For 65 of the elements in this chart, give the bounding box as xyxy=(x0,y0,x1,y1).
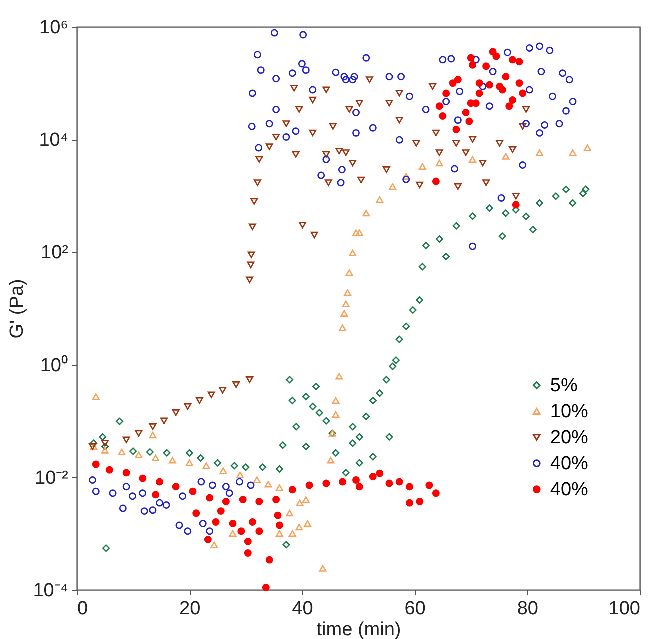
legend-label: 5% xyxy=(550,376,578,397)
point xyxy=(342,300,350,308)
point xyxy=(118,448,126,456)
point xyxy=(339,324,346,332)
y-tick-label: 10² xyxy=(41,242,68,264)
point xyxy=(152,454,160,462)
point xyxy=(536,150,544,156)
point xyxy=(346,270,354,276)
legend-label: 10% xyxy=(550,402,589,423)
point xyxy=(220,468,228,474)
point xyxy=(344,289,352,296)
y-tick-label: 10⁶ xyxy=(40,18,68,38)
x-tick-label: 20 xyxy=(180,598,201,620)
point xyxy=(469,156,477,163)
point xyxy=(202,462,210,470)
y-tick-label: 10⁰ xyxy=(40,354,68,376)
point xyxy=(336,373,344,380)
y-tick-label: 10⁻⁴ xyxy=(33,580,68,602)
x-tick-label: 100 xyxy=(608,598,640,620)
point xyxy=(418,163,426,170)
point xyxy=(296,524,304,531)
legend-label: 20% xyxy=(550,428,589,449)
point xyxy=(288,530,296,538)
point xyxy=(327,457,335,464)
point xyxy=(210,542,218,548)
point xyxy=(349,250,357,257)
point xyxy=(332,411,340,418)
y-axis-title: G' (Pa) xyxy=(7,279,28,339)
point xyxy=(186,460,194,466)
x-tick-label: 0 xyxy=(78,598,88,620)
point xyxy=(276,530,284,538)
point xyxy=(92,393,100,400)
point xyxy=(276,484,284,492)
legend-label: 40% xyxy=(550,480,589,501)
point xyxy=(229,530,237,538)
point xyxy=(356,230,364,236)
point xyxy=(286,510,294,517)
x-tick-label: 80 xyxy=(517,598,538,620)
point xyxy=(436,160,444,167)
point xyxy=(149,432,157,439)
point xyxy=(584,144,592,152)
point xyxy=(236,472,244,478)
point xyxy=(352,230,360,236)
y-tick-label: 10⁻² xyxy=(35,468,68,489)
point xyxy=(362,210,370,217)
x-tick-label: 40 xyxy=(292,598,314,620)
point xyxy=(340,310,348,317)
point xyxy=(502,153,510,160)
point xyxy=(296,500,304,506)
point xyxy=(569,150,577,156)
legend-label: 40% xyxy=(550,454,589,475)
point xyxy=(304,520,312,528)
point xyxy=(168,457,176,464)
point xyxy=(319,565,327,572)
point xyxy=(101,447,109,454)
point xyxy=(389,183,397,190)
point xyxy=(302,496,310,504)
point xyxy=(253,476,261,484)
point xyxy=(376,196,384,204)
point xyxy=(135,452,143,458)
x-tick-label: 60 xyxy=(404,598,426,620)
point xyxy=(264,481,272,488)
y-tick-label: 10⁴ xyxy=(39,130,68,152)
point xyxy=(332,397,340,404)
point xyxy=(402,173,410,180)
